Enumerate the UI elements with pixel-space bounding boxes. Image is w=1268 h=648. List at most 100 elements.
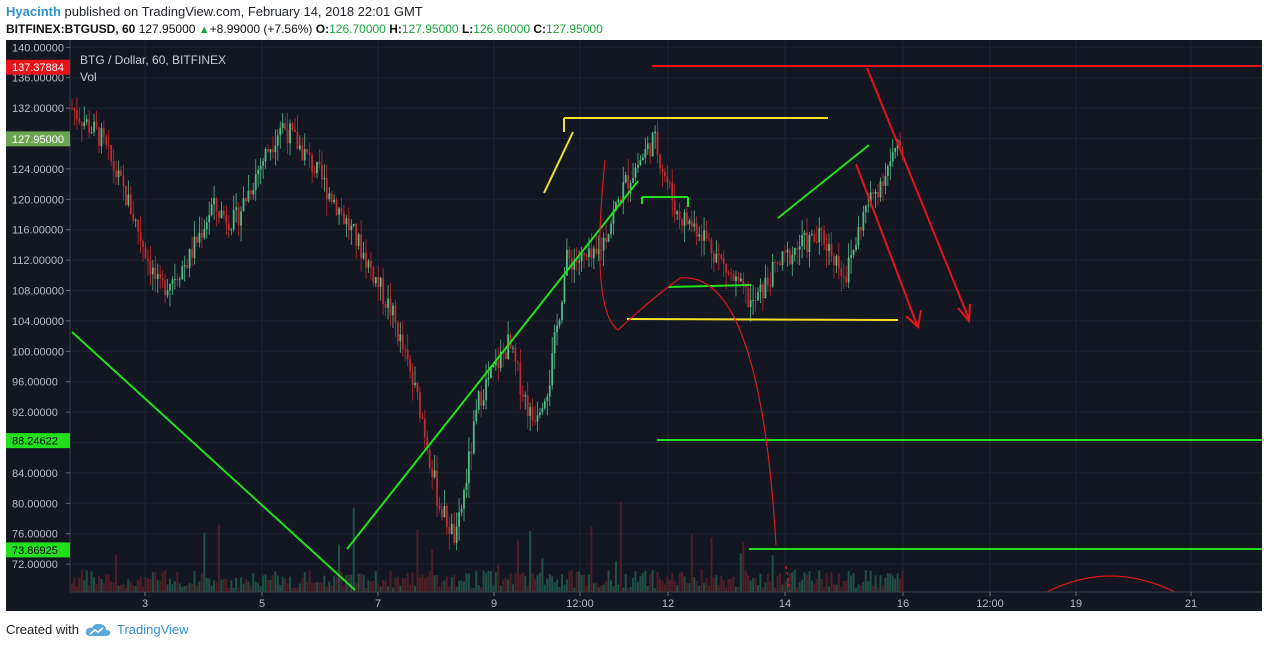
volume-bar [205, 577, 208, 592]
candle-body [183, 265, 186, 267]
y-tick-label: 80.00000 [12, 498, 58, 510]
volume-bar [220, 579, 223, 592]
candle-body [193, 236, 196, 259]
candle-body [357, 234, 360, 246]
volume-bar [685, 583, 688, 592]
price-label-box [6, 59, 70, 75]
volume-bar [105, 574, 108, 592]
volume-bar [558, 587, 561, 592]
volume-bar [783, 581, 786, 592]
candle-body [382, 277, 385, 304]
candle-body [798, 246, 801, 250]
volume-bar [872, 585, 875, 592]
volume-bar [271, 575, 274, 592]
candle-body [333, 200, 336, 203]
candle-body [725, 263, 728, 273]
volume-bar [526, 585, 529, 592]
volume-bar [546, 578, 549, 592]
volume-bar [458, 581, 461, 592]
candle-body [142, 240, 144, 248]
candle-body [543, 400, 546, 409]
volume-bar [676, 585, 679, 592]
author-link[interactable]: Hyacinth [6, 4, 61, 19]
volume-bar [492, 584, 495, 592]
volume-bar [330, 584, 333, 592]
volume-bar [445, 576, 448, 592]
publish-text: published on TradingView.com, February 1… [60, 4, 423, 19]
volume-bar [752, 578, 755, 592]
tradingview-link[interactable]: TradingView [116, 622, 189, 637]
volume-bar [536, 575, 539, 592]
volume-bar [769, 581, 772, 592]
price-chart[interactable]: 140.00000136.00000132.00000128.00000124.… [6, 40, 1262, 611]
volume-bar [842, 581, 845, 592]
symbol-label: BITFINEX:BTGUSD, 60 [6, 22, 136, 36]
candle-body [583, 252, 585, 255]
volume-bar [443, 580, 446, 592]
price-label-text: 127.95000 [12, 134, 64, 146]
candle-body [678, 211, 681, 220]
volume-bar [553, 582, 556, 592]
volume-bar [335, 577, 338, 592]
volume-bar [97, 575, 100, 592]
volume-bar [673, 581, 676, 592]
candle-body [178, 279, 181, 281]
volume-bar [80, 570, 83, 592]
candle-body [208, 215, 211, 223]
volume-bar [426, 576, 429, 592]
volume-bar [761, 587, 764, 592]
candle-body [634, 167, 637, 179]
volume-bar [512, 584, 514, 592]
volume-bar [379, 586, 382, 592]
volume-bar [636, 581, 639, 592]
volume-bar [475, 570, 478, 592]
candle-body [174, 278, 176, 280]
volume-bar [629, 586, 632, 592]
candle-body [460, 508, 463, 513]
candle-body [367, 260, 370, 268]
volume-bar [529, 531, 532, 592]
volume-bar [543, 584, 546, 592]
volume-bar [139, 576, 142, 592]
candle-body [487, 378, 490, 380]
red-arrow-head [905, 309, 922, 329]
candle-body [215, 198, 218, 212]
y-tick-label: 104.00000 [12, 316, 64, 328]
candle-body [771, 261, 774, 287]
candle-body [504, 352, 507, 360]
volume-bar [504, 577, 507, 592]
candle-body [494, 360, 497, 366]
candle-body [700, 234, 703, 241]
volume-bar [262, 575, 265, 592]
volume-bar [396, 576, 399, 592]
volume-bar [301, 577, 304, 592]
candle-body [186, 265, 189, 269]
candle-body [722, 258, 725, 264]
candle-body [154, 267, 157, 280]
candle-body [147, 258, 149, 261]
volume-bar [436, 574, 439, 592]
volume-bar [374, 570, 377, 592]
volume-legend: Vol [80, 70, 97, 84]
candle-body [448, 527, 451, 535]
candle-body [845, 276, 848, 283]
volume-bar [531, 573, 534, 592]
candle-body [365, 252, 367, 268]
candle-body [737, 276, 740, 282]
candle-body [144, 247, 147, 259]
candle-body [477, 391, 480, 410]
chart-panel[interactable]: 140.00000136.00000132.00000128.00000124.… [6, 40, 1262, 611]
candle-body [492, 365, 495, 368]
candle-body [470, 451, 473, 454]
x-tick-label: 19 [1070, 598, 1082, 610]
volume-bar [605, 581, 608, 592]
volume-bar [786, 579, 789, 592]
candle-body [872, 192, 875, 194]
volume-bar [570, 570, 573, 592]
candle-body [664, 171, 666, 177]
candle-body [289, 123, 291, 144]
candle-body [595, 248, 598, 254]
candle-body [237, 207, 240, 226]
volume-bar [781, 584, 784, 592]
volume-bar [183, 586, 186, 592]
